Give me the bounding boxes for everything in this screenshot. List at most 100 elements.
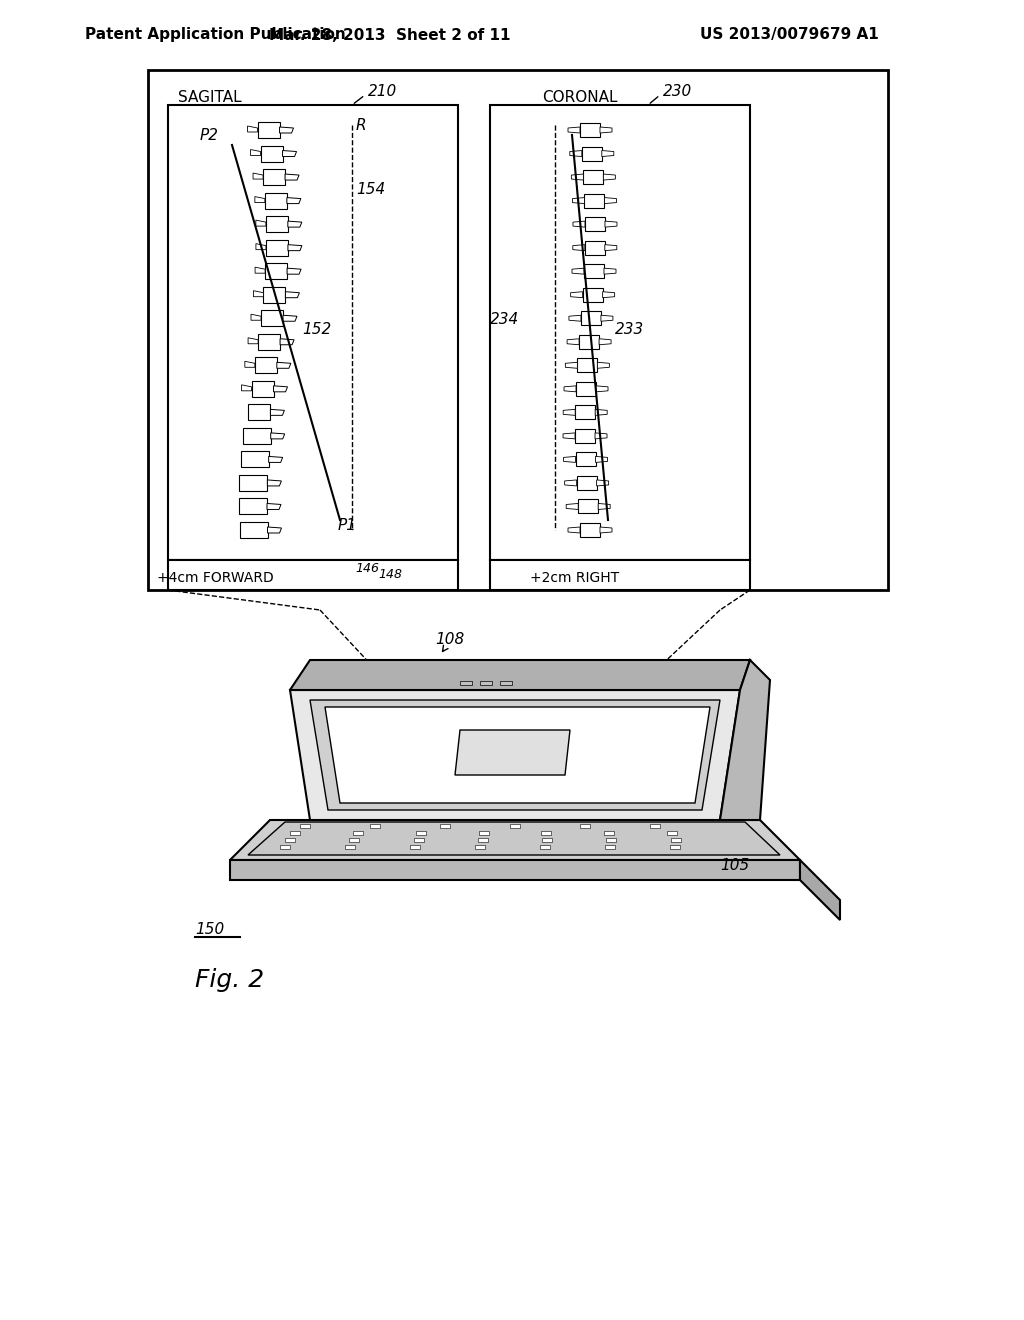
Bar	[585, 194, 604, 207]
Text: 210: 210	[368, 84, 397, 99]
Polygon shape	[256, 244, 266, 249]
Bar	[258, 334, 281, 350]
Polygon shape	[248, 822, 780, 855]
Bar	[265, 193, 287, 209]
Text: R: R	[356, 117, 367, 132]
Bar	[604, 832, 614, 836]
Bar	[575, 429, 595, 444]
Bar	[584, 170, 603, 183]
Text: CORONAL: CORONAL	[543, 91, 617, 106]
Text: US 2013/0079679 A1: US 2013/0079679 A1	[700, 28, 879, 42]
Polygon shape	[569, 150, 582, 157]
Text: P1: P1	[338, 517, 357, 532]
Bar	[540, 845, 550, 849]
Polygon shape	[245, 362, 255, 367]
Polygon shape	[603, 292, 614, 298]
Bar	[240, 521, 267, 539]
Polygon shape	[600, 527, 612, 533]
Bar	[290, 832, 300, 836]
Polygon shape	[287, 268, 301, 275]
Bar	[241, 451, 268, 467]
Text: 146: 146	[355, 561, 379, 574]
Polygon shape	[800, 861, 840, 920]
Polygon shape	[603, 174, 615, 180]
Text: +4cm FORWARD: +4cm FORWARD	[157, 572, 273, 585]
Polygon shape	[595, 409, 607, 416]
Polygon shape	[283, 315, 297, 321]
Polygon shape	[270, 409, 285, 416]
Text: 234: 234	[490, 313, 519, 327]
Polygon shape	[273, 385, 288, 392]
Bar	[416, 832, 426, 836]
Polygon shape	[569, 315, 581, 321]
Bar	[266, 240, 288, 256]
Bar	[671, 838, 681, 842]
Polygon shape	[455, 730, 570, 775]
Text: 154: 154	[356, 182, 385, 198]
Text: 230: 230	[663, 84, 692, 99]
Bar	[580, 523, 600, 537]
Polygon shape	[567, 339, 580, 345]
Text: SAGITAL: SAGITAL	[178, 91, 242, 106]
Polygon shape	[597, 362, 609, 368]
Polygon shape	[281, 339, 294, 345]
Bar	[460, 681, 472, 685]
Bar	[577, 477, 597, 490]
Bar	[583, 288, 603, 302]
Bar	[500, 681, 512, 685]
Bar	[265, 263, 287, 279]
Bar	[578, 358, 597, 372]
Bar	[300, 824, 310, 828]
Bar	[478, 832, 488, 836]
Bar	[650, 824, 660, 828]
Polygon shape	[598, 503, 610, 510]
Bar	[266, 216, 288, 232]
Polygon shape	[563, 409, 575, 416]
Polygon shape	[290, 690, 740, 820]
Bar	[260, 145, 283, 161]
Polygon shape	[600, 127, 612, 133]
Text: 148: 148	[378, 569, 402, 582]
Polygon shape	[568, 127, 580, 133]
Polygon shape	[242, 385, 252, 391]
Polygon shape	[286, 292, 299, 298]
Bar	[542, 832, 552, 836]
Polygon shape	[563, 433, 575, 438]
Polygon shape	[605, 222, 617, 227]
Bar	[263, 169, 285, 185]
Text: Fig. 2: Fig. 2	[196, 968, 264, 993]
Bar	[240, 475, 267, 491]
Bar	[285, 838, 295, 842]
Polygon shape	[602, 150, 613, 157]
Bar	[263, 286, 286, 302]
Polygon shape	[290, 660, 750, 690]
Polygon shape	[597, 480, 608, 486]
Bar	[577, 381, 596, 396]
Bar	[255, 358, 276, 374]
Polygon shape	[565, 362, 578, 368]
Bar	[580, 123, 600, 137]
Bar	[475, 845, 485, 849]
Bar	[243, 428, 270, 444]
Bar	[168, 106, 458, 560]
Bar	[353, 832, 362, 836]
Bar	[480, 681, 492, 685]
Polygon shape	[604, 198, 616, 203]
Polygon shape	[283, 150, 297, 157]
Bar	[490, 106, 750, 560]
Polygon shape	[595, 433, 607, 438]
Polygon shape	[605, 244, 616, 251]
Polygon shape	[267, 480, 282, 486]
Polygon shape	[720, 660, 770, 820]
Polygon shape	[287, 198, 301, 203]
Bar	[280, 845, 290, 849]
Polygon shape	[248, 125, 258, 132]
Polygon shape	[267, 503, 281, 510]
Bar	[440, 824, 450, 828]
Polygon shape	[599, 339, 611, 345]
Bar	[575, 453, 596, 466]
Bar	[349, 838, 359, 842]
Text: 108: 108	[435, 632, 465, 648]
Polygon shape	[596, 385, 608, 392]
Polygon shape	[573, 222, 585, 227]
